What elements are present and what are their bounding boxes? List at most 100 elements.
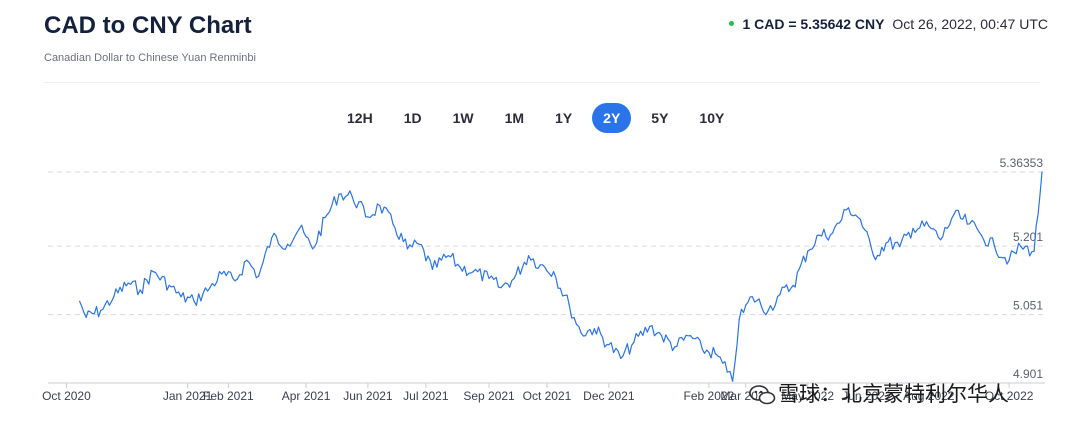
data-point [326, 214, 328, 216]
data-point [593, 328, 595, 330]
data-point [660, 334, 663, 337]
data-point [168, 284, 170, 286]
data-point [139, 289, 141, 291]
data-point [968, 223, 971, 225]
data-point [418, 243, 420, 245]
x-tick-label: Aug 2022 [903, 389, 955, 403]
x-tick-label: Apr 2021 [282, 389, 331, 403]
data-point [1033, 250, 1035, 252]
data-point [500, 287, 502, 289]
data-point [431, 268, 434, 271]
y-tick-label: 5.201 [1013, 230, 1043, 244]
data-point [912, 227, 914, 229]
y-tick-label: 5.051 [1013, 299, 1043, 313]
data-point [940, 239, 942, 241]
watermark: 雪球：北京蒙特利尔华人 [748, 378, 1009, 408]
header-divider [44, 82, 1040, 83]
data-point [689, 334, 692, 337]
data-point [818, 234, 821, 236]
data-point [78, 300, 81, 302]
data-point [928, 225, 930, 227]
rate-value: 1 CAD = 5.35642 CNY [742, 16, 885, 32]
data-point [488, 277, 490, 280]
data-point [980, 234, 983, 236]
time-range-tabs: 12H 1D 1W 1M 1Y 2Y 5Y 10Y [336, 103, 744, 133]
data-point [298, 227, 301, 229]
x-tick-label: Jan 2021 [163, 389, 213, 403]
range-tab-1y[interactable]: 1Y [555, 110, 573, 126]
data-point [287, 243, 289, 245]
rate-series-line [79, 171, 1043, 382]
y-tick-label: 4.901 [1013, 367, 1043, 381]
x-tick-label: Oct 2022 [985, 389, 1034, 403]
range-tab-2y[interactable]: 2Y [592, 103, 632, 133]
chat-bubble-icon [749, 385, 776, 405]
data-point [180, 296, 182, 298]
data-point [1041, 171, 1043, 173]
x-tick-label: Jul 2021 [403, 389, 449, 403]
data-point [392, 223, 394, 225]
x-tick-label: Dec 2021 [583, 389, 635, 403]
range-tab-1d[interactable]: 1D [403, 110, 422, 126]
data-point [792, 284, 794, 286]
data-point [472, 271, 474, 273]
data-point [620, 357, 622, 359]
x-tick-label: Jun 2022 [842, 389, 892, 403]
data-point [552, 271, 555, 273]
live-status-dot [729, 20, 735, 26]
range-tab-1m[interactable]: 1M [504, 110, 525, 126]
data-point [258, 275, 260, 277]
data-point [953, 214, 955, 216]
data-point [338, 193, 340, 195]
range-tab-12h[interactable]: 12H [347, 110, 373, 126]
data-point [312, 248, 314, 250]
x-tick-label: May 2022 [781, 389, 834, 403]
data-point [674, 346, 676, 348]
data-point [847, 207, 850, 209]
data-point [367, 216, 369, 218]
data-point [193, 300, 195, 302]
data-point [580, 332, 582, 334]
data-point [738, 318, 740, 321]
data-point [379, 204, 381, 207]
data-point [234, 280, 236, 282]
data-point [246, 259, 248, 261]
data-point [221, 273, 223, 275]
data-point [447, 255, 449, 257]
data-point [751, 296, 753, 298]
data-point [899, 246, 901, 248]
data-point [113, 296, 115, 298]
data-point [807, 250, 809, 252]
data-point [872, 255, 875, 257]
data-point [732, 380, 734, 382]
data-point [351, 195, 353, 198]
data-point [271, 236, 273, 239]
data-point [406, 248, 409, 250]
data-point [726, 371, 728, 373]
watermark-text: 雪球：北京蒙特利尔华人 [778, 383, 1009, 406]
x-tick-label: Oct 2021 [523, 389, 572, 403]
page-title: CAD to CNY Chart [44, 12, 252, 39]
data-point [649, 325, 651, 328]
data-point [701, 348, 703, 350]
x-tick-label: Sep 2021 [463, 389, 515, 403]
y-tick-label: 5.36353 [1000, 156, 1044, 170]
data-point [100, 309, 102, 312]
data-point [85, 316, 87, 318]
range-tab-1w[interactable]: 1W [452, 110, 474, 126]
range-tab-10y[interactable]: 10Y [699, 110, 725, 126]
data-point [209, 287, 211, 289]
data-point [127, 282, 129, 284]
page-subtitle: Canadian Dollar to Chinese Yuan Renminbi [44, 52, 256, 64]
data-point [513, 277, 515, 280]
data-point [779, 293, 781, 296]
data-point [608, 344, 610, 346]
x-tick-label: Feb 2021 [203, 389, 254, 403]
data-point [767, 309, 769, 312]
x-tick-label: Oct 2020 [42, 389, 91, 403]
data-point [994, 246, 996, 248]
data-point [152, 271, 154, 273]
range-tab-5y[interactable]: 5Y [651, 110, 669, 126]
data-point [887, 241, 889, 243]
